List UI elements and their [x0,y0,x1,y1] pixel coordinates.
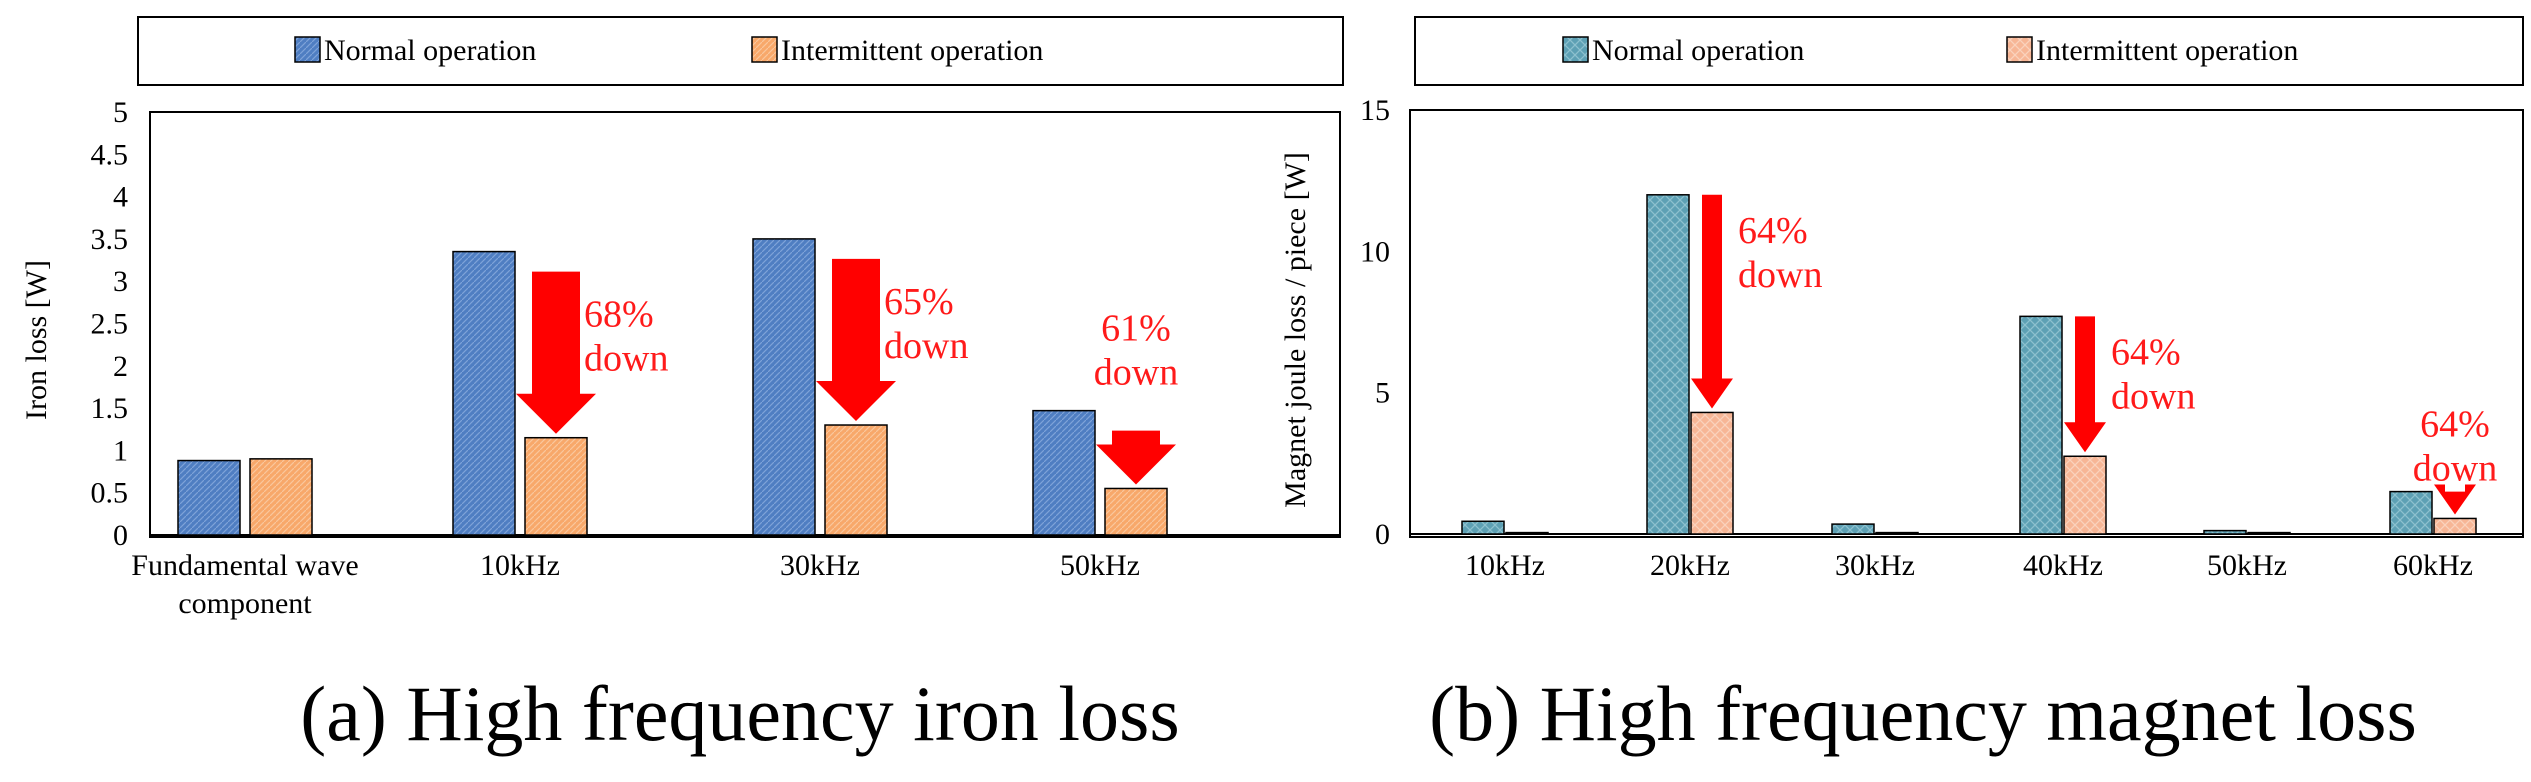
x-tick-label: 30kHz [1835,549,1915,582]
bar-normal-operation [752,238,816,536]
y-tick-label: 3 [113,265,128,298]
legend-swatch-intermittent [751,36,778,63]
x-tick-label: 50kHz [2207,549,2287,582]
x-tick-label: 50kHz [1060,549,1140,582]
reduction-arrow [516,271,596,434]
y-tick-label: 2 [113,350,128,383]
legend-label-intermittent: Intermittent operation [2036,34,2298,67]
x-tick-label: 40kHz [2023,549,2103,582]
bar-normal-operation [1831,523,1875,535]
reduction-arrow [2434,484,2476,515]
bar-normal-operation [2389,490,2433,535]
bar-intermittent-operation [249,458,313,536]
y-axis-label: Iron loss [W] [20,260,53,420]
y-tick-label: 1.5 [91,392,129,425]
chart-caption: (a) High frequency iron loss [300,670,1179,757]
bar-intermittent-operation [2247,531,2291,535]
bar-intermittent-operation [2063,455,2107,535]
bar-intermittent-operation [1104,487,1168,536]
reduction-word-label: down [2413,448,2497,490]
x-tick-label: component [178,587,312,620]
legend-swatch-normal [294,36,321,63]
x-axis-tick-labels: 10kHz 20kHz 30kHz 40kHz 50kHz 60kHz [1465,549,2473,582]
chart-iron-loss: Normal operation Intermittent operation … [20,16,1344,757]
reduction-arrow [1691,194,1733,409]
x-axis-tick-labels: Fundamental wave component 10kHz 30kHz 50kHz [131,549,1140,620]
legend-swatch-normal [1562,36,1589,63]
reduction-word-label: down [2111,375,2195,417]
y-tick-label: 0 [1375,518,1390,551]
legend-box [137,16,1344,86]
x-tick-label: 30kHz [780,549,860,582]
reduction-word-label: down [1094,352,1178,394]
y-tick-label: 3.5 [91,223,129,256]
bar-intermittent-operation [824,424,888,536]
y-tick-label: 0.5 [91,477,129,510]
y-tick-label: 5 [113,96,128,129]
reduction-percent-label: 64% [2420,404,2490,446]
reduction-percent-label: 68% [584,294,654,336]
x-tick-label: 10kHz [480,549,560,582]
legend-label-normal: Normal operation [324,34,536,67]
x-tick-label: 20kHz [1650,549,1730,582]
chart-magnet-loss: Normal operation Intermittent operation … [1279,16,2524,757]
y-axis-ticks: 0 5 10 15 [1360,94,1390,551]
bar-normal-operation [1461,520,1505,535]
bar-intermittent-operation [1690,411,1734,535]
y-axis-label: Magnet joule loss / piece [W] [1279,152,1312,508]
y-tick-label: 15 [1360,94,1390,127]
bar-normal-operation [452,250,516,536]
reduction-percent-label: 65% [884,281,954,323]
bar-normal-operation [177,459,241,536]
x-tick-label: 10kHz [1465,549,1545,582]
reduction-percent-label: 61% [1101,308,1171,350]
plot-area-border [1409,109,2524,538]
legend-box [1414,16,2524,86]
x-tick-label: 60kHz [2393,549,2473,582]
bars [1461,194,2477,535]
reduction-arrow [2064,316,2106,453]
reduction-percent-label: 64% [2111,331,2181,373]
bar-intermittent-operation [1505,531,1549,535]
bar-intermittent-operation [2433,517,2477,535]
y-tick-label: 4 [113,181,128,214]
y-tick-label: 5 [1375,377,1390,410]
y-tick-label: 4.5 [91,138,129,171]
x-tick-label: Fundamental wave [131,549,358,582]
bar-normal-operation [2203,529,2247,535]
legend-label-intermittent: Intermittent operation [781,34,1043,67]
reduction-word-label: down [584,338,668,380]
bar-intermittent-operation [1875,531,1919,535]
reduction-arrow [816,258,896,422]
chart-caption: (b) High frequency magnet loss [1429,670,2417,757]
y-tick-label: 1 [113,434,128,467]
plot-area-border [149,111,1341,538]
y-axis-ticks: 0 0.5 1 1.5 2 2.5 3 3.5 4 4.5 5 [91,96,129,552]
reduction-percent-label: 64% [1738,210,1808,252]
legend-swatch-intermittent [2006,36,2033,63]
bar-intermittent-operation [524,436,588,536]
reduction-arrow [1096,430,1176,485]
bar-normal-operation [2019,315,2063,535]
y-tick-label: 10 [1360,235,1390,268]
legend-label-normal: Normal operation [1592,34,1804,67]
bars [177,238,1168,536]
y-tick-label: 0 [113,519,128,552]
bar-normal-operation [1646,194,1690,535]
y-tick-label: 2.5 [91,308,129,341]
bar-normal-operation [1032,409,1096,536]
reduction-word-label: down [884,325,968,367]
reduction-word-label: down [1738,254,1822,296]
